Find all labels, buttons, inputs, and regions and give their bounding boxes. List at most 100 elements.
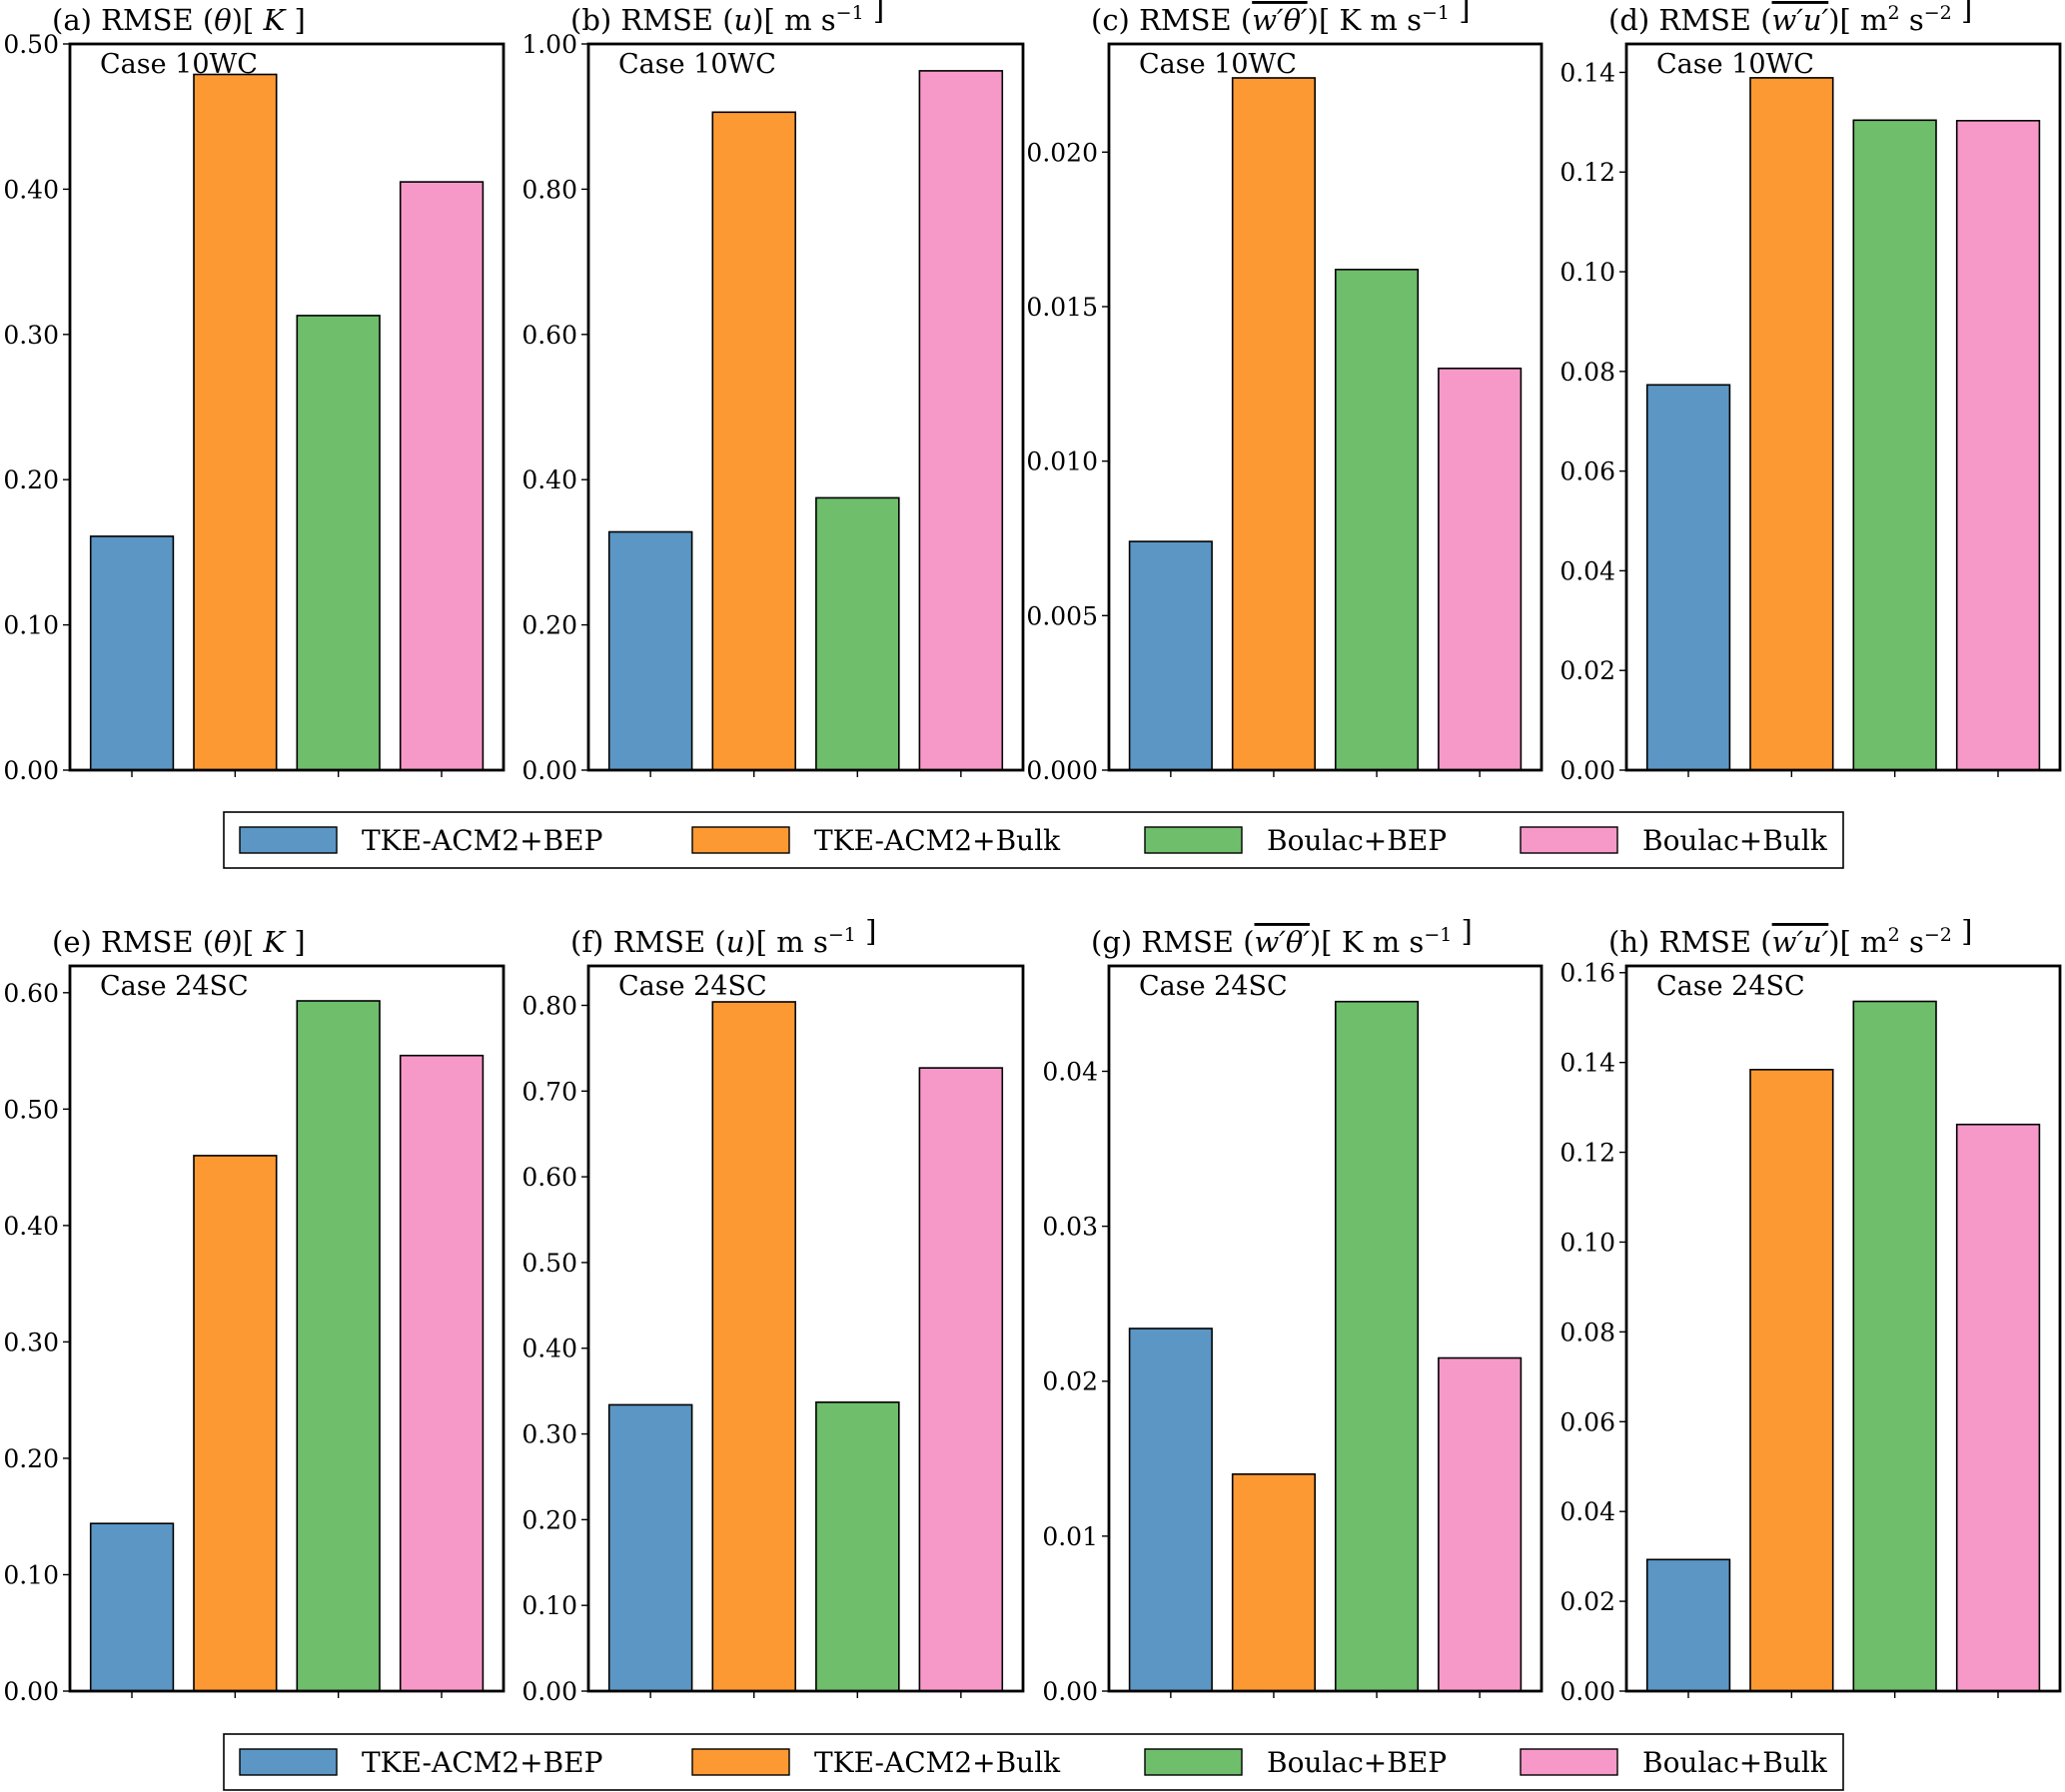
- y-tick-label: 0.00: [521, 756, 577, 785]
- panel-title: (h) RMSE (w′u′)[ m2 s−2 ]: [1608, 914, 1972, 959]
- y-tick-label: 0.06: [1559, 1407, 1615, 1436]
- legend-swatch: [1520, 1748, 1618, 1776]
- y-tick-label: 0.010: [1026, 448, 1098, 476]
- case-label: Case 10WC: [618, 49, 776, 80]
- y-tick-label: 0.30: [3, 1328, 59, 1356]
- y-tick-label: 0.04: [1559, 1497, 1615, 1526]
- y-tick-label: 0.20: [3, 1444, 59, 1473]
- panel-title: (d) RMSE (w′u′)[ m2 s−2 ]: [1608, 0, 1972, 37]
- y-tick-label: 0.14: [1559, 58, 1615, 87]
- y-tick-label: 0.10: [1559, 258, 1615, 287]
- bar-d-1: [1645, 384, 1731, 771]
- axes-frame: [68, 42, 506, 772]
- case-label: Case 10WC: [100, 49, 258, 80]
- y-tick-label: 0.00: [1559, 756, 1615, 785]
- y-tick-label: 0.20: [521, 1505, 577, 1534]
- case-label: Case 24SC: [618, 971, 767, 1002]
- panel-a: 0.00 0.10 0.20 0.30 0.40 0.50 Case 10WC (a) RMS…: [3, 3, 506, 785]
- panel-b: 0.00 0.20 0.40 0.60 0.80 1.00 Case 10WC (b) RMS…: [521, 0, 1025, 785]
- y-tick-label: 0.04: [1042, 1057, 1098, 1086]
- bar-a-2: [193, 73, 278, 771]
- y-tick-label: 0.70: [521, 1077, 577, 1106]
- panel-h: 0.00 0.02 0.04 0.06 0.08 0.10 0.12 0.14 0.16 Case…: [1559, 914, 2062, 1706]
- y-tick-label: 0.60: [521, 1163, 577, 1192]
- legend-label: TKE-ACM2+BEP: [362, 1746, 602, 1779]
- bar-d-4: [1955, 120, 2041, 771]
- bar-e-2: [193, 1155, 278, 1692]
- panel-d: 0.00 0.02 0.04 0.06 0.08 0.10 0.12 0.14 Case 10W…: [1559, 0, 2062, 785]
- bar-h-3: [1852, 1000, 1937, 1692]
- y-tick-label: 0.60: [3, 979, 59, 1008]
- y-tick-label: 0.02: [1559, 656, 1615, 685]
- bar-e-4: [399, 1054, 485, 1692]
- legend-swatch: [1144, 826, 1243, 854]
- bar-c-1: [1128, 540, 1213, 771]
- y-tick-label: 0.00: [1042, 1677, 1098, 1706]
- bar-f-2: [711, 1001, 796, 1692]
- bar-a-4: [399, 181, 485, 771]
- legend-swatch: [239, 826, 338, 854]
- panel-title: (f) RMSE (u)[ m s−1 ]: [570, 914, 876, 959]
- bar-d-2: [1749, 77, 1834, 771]
- legend-label: Boulac+Bulk: [1642, 824, 1828, 857]
- bar-g-2: [1231, 1473, 1316, 1692]
- bar-a-1: [89, 535, 175, 771]
- panel-title: (g) RMSE (w′θ′)[ K m s−1 ]: [1091, 914, 1473, 959]
- y-tick-label: 0.14: [1559, 1049, 1615, 1078]
- panel-c: 0.000 0.005 0.010 0.015 0.020 Case 10WC (c) RM…: [1026, 0, 1544, 785]
- case-label: Case 24SC: [1139, 971, 1288, 1002]
- panel-f: 0.00 0.10 0.20 0.30 0.40 0.50 0.60 0.70 0.80 Case…: [521, 914, 1025, 1706]
- legend-swatch: [1520, 826, 1618, 854]
- y-tick-label: 0.04: [1559, 556, 1615, 585]
- y-tick-label: 0.03: [1042, 1213, 1098, 1242]
- y-tick-label: 0.000: [1026, 756, 1098, 785]
- y-tick-label: 0.12: [1559, 158, 1615, 187]
- y-tick-label: 0.50: [3, 1095, 59, 1124]
- y-tick-label: 0.08: [1559, 358, 1615, 387]
- bar-a-3: [296, 315, 381, 771]
- y-tick-label: 0.50: [3, 30, 59, 59]
- legend-label: Boulac+Bulk: [1642, 1746, 1828, 1779]
- legend-swatch: [239, 1748, 338, 1776]
- y-tick-label: 0.16: [1559, 959, 1615, 988]
- y-tick-label: 0.40: [521, 1335, 577, 1363]
- bar-b-3: [815, 496, 900, 771]
- axes-frame: [1624, 964, 2062, 1693]
- y-tick-label: 0.40: [3, 1212, 59, 1241]
- y-tick-label: 0.50: [521, 1249, 577, 1278]
- legend-swatch: [691, 826, 790, 854]
- legend-2: TKE-ACM2+BEP TKE-ACM2+Bulk Boulac+BEP Boula…: [223, 1733, 1844, 1791]
- axes-frame: [586, 42, 1025, 772]
- panel-title: (e) RMSE (θ)[ K ]: [52, 925, 306, 959]
- bar-b-2: [711, 111, 796, 771]
- panel-e: 0.00 0.10 0.20 0.30 0.40 0.50 0.60 Case 24SC (e)…: [3, 925, 506, 1706]
- y-tick-label: 0.005: [1026, 601, 1098, 630]
- bar-b-1: [607, 530, 693, 771]
- legend-label: TKE-ACM2+Bulk: [814, 1746, 1061, 1779]
- panel-title: (c) RMSE (w′θ′)[ K m s−1 ]: [1091, 0, 1471, 37]
- y-tick-label: 0.02: [1042, 1367, 1098, 1396]
- panel-title: (b) RMSE (u)[ m s−1 ]: [570, 0, 884, 37]
- y-tick-label: 0.06: [1559, 457, 1615, 486]
- legend-label: Boulac+BEP: [1267, 1746, 1447, 1779]
- bar-f-3: [815, 1401, 900, 1692]
- bar-h-1: [1645, 1558, 1731, 1692]
- bar-c-2: [1231, 77, 1316, 771]
- case-label: Case 24SC: [1656, 971, 1805, 1002]
- bar-c-4: [1438, 367, 1523, 771]
- bar-g-3: [1335, 1000, 1420, 1692]
- axes-frame: [1107, 42, 1544, 772]
- y-tick-label: 0.80: [521, 175, 577, 204]
- y-tick-label: 0.20: [3, 465, 59, 494]
- bar-f-4: [918, 1067, 1004, 1692]
- bar-b-4: [918, 70, 1004, 771]
- bar-g-1: [1128, 1328, 1213, 1692]
- legend-label: TKE-ACM2+Bulk: [814, 824, 1061, 857]
- legend-swatch: [691, 1748, 790, 1776]
- y-tick-label: 0.10: [3, 611, 59, 640]
- bar-e-3: [296, 1000, 381, 1692]
- y-tick-label: 0.40: [521, 465, 577, 494]
- y-tick-label: 0.10: [1559, 1228, 1615, 1257]
- bar-h-4: [1955, 1123, 2041, 1692]
